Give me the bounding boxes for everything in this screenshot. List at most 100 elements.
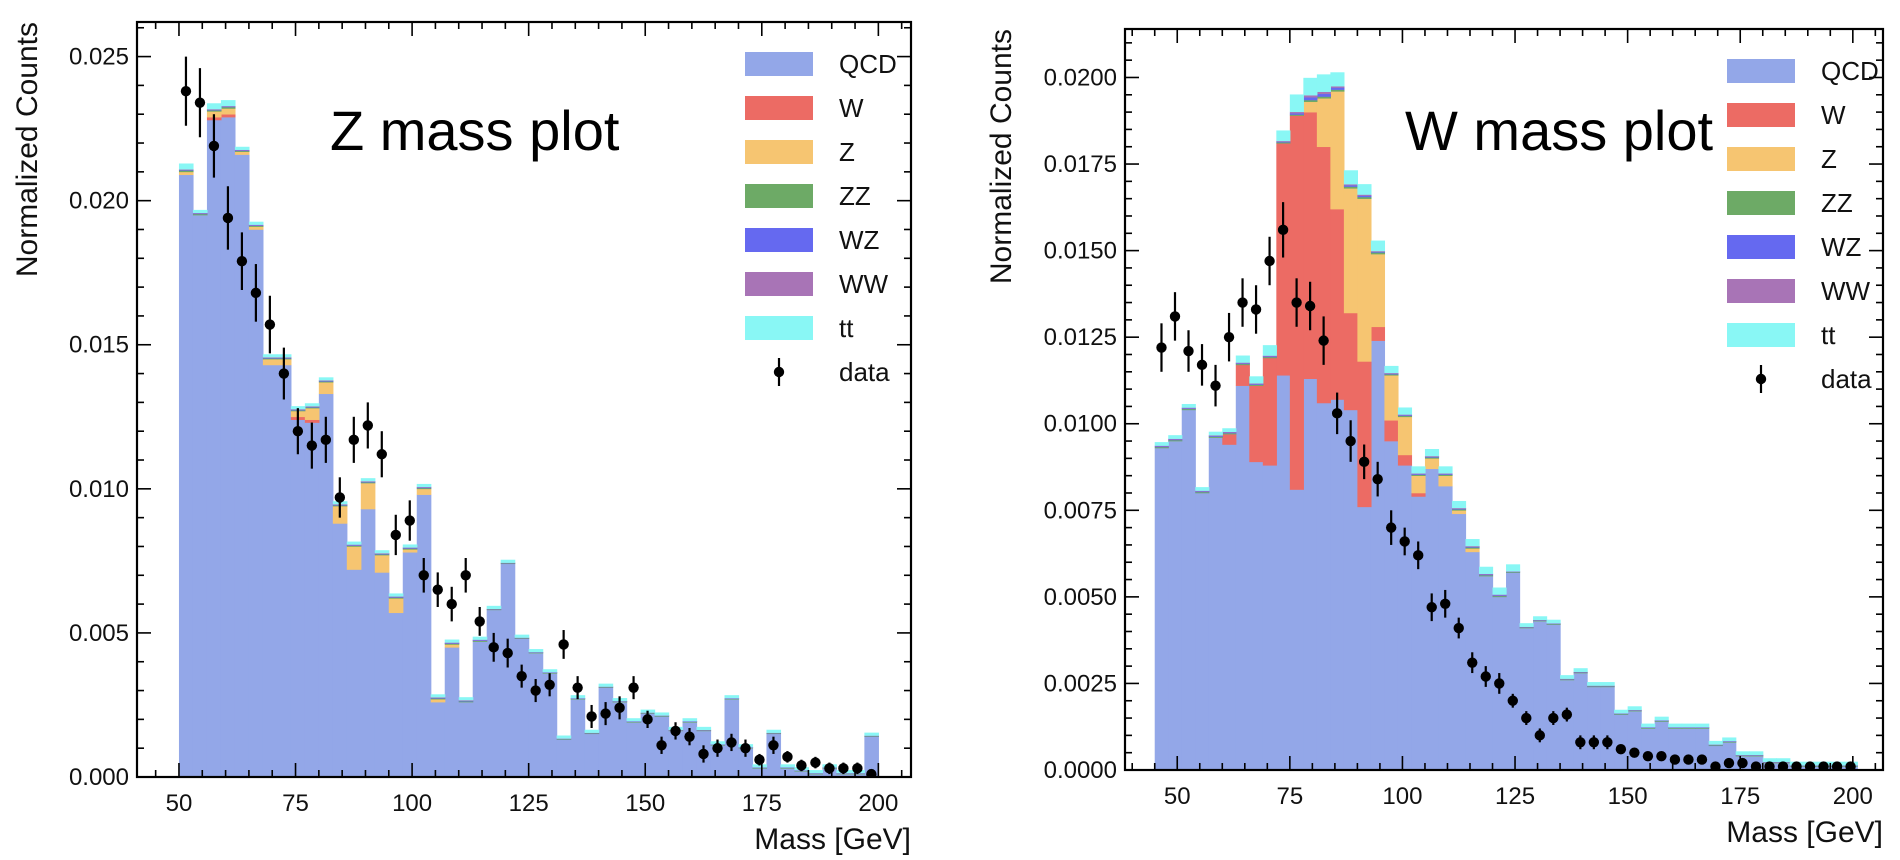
legend-swatch	[1727, 59, 1795, 83]
bar-zz	[1654, 720, 1669, 722]
bar-wz	[458, 700, 474, 702]
bar-wz	[248, 225, 264, 227]
bar-zz	[808, 773, 824, 775]
bar-qcd	[388, 612, 404, 777]
bar-tt	[416, 483, 432, 488]
bar-zz	[374, 554, 390, 556]
bar-wz	[1276, 141, 1291, 143]
x-tick-label: 175	[742, 790, 782, 817]
data-point	[194, 97, 206, 108]
legend-item-tt: tt	[1727, 320, 1836, 350]
bar-zz	[1316, 96, 1331, 99]
bar-wz	[388, 596, 404, 598]
data-point	[1156, 342, 1167, 353]
bar-ww	[458, 700, 474, 701]
bar-zz	[262, 358, 278, 360]
bar-ww	[1641, 727, 1656, 728]
bar-zz	[388, 597, 404, 599]
bar-qcd	[556, 739, 572, 777]
bar-ww	[1424, 455, 1440, 457]
bar-zz	[1560, 679, 1575, 681]
data-point	[1413, 550, 1424, 561]
data-point	[1304, 300, 1316, 312]
bar-zz	[1749, 755, 1764, 757]
y-tick-label: 0.005	[69, 620, 129, 647]
bar-tt	[1370, 240, 1386, 252]
bar-z	[1384, 375, 1399, 421]
bar-zz	[864, 736, 879, 737]
data-point	[1534, 730, 1546, 741]
bar-tt	[1303, 77, 1318, 96]
bar-tt	[682, 718, 698, 722]
data-point	[614, 702, 625, 714]
data-point	[838, 763, 849, 774]
bar-wz	[318, 380, 334, 382]
legend-swatch	[1727, 235, 1795, 259]
bar-ww	[1235, 362, 1250, 364]
data-point	[292, 425, 304, 437]
bar-qcd	[1370, 340, 1386, 770]
bar-tt	[444, 639, 460, 643]
data-point	[250, 287, 262, 299]
legend-label: QCD	[1821, 56, 1879, 86]
data-point	[1561, 709, 1573, 720]
bar-z	[402, 549, 418, 553]
bar-zz	[206, 110, 222, 112]
bar-ww	[1343, 184, 1358, 186]
bar-wz	[1506, 571, 1521, 573]
y-tick-label: 0.015	[69, 332, 129, 359]
bar-qcd	[360, 509, 376, 777]
bar-zz	[1627, 710, 1642, 712]
bar-qcd	[570, 699, 586, 777]
bar-ww	[360, 481, 376, 482]
bar-zz	[192, 213, 208, 216]
bar-zz	[696, 730, 712, 732]
bar-z	[1343, 188, 1358, 314]
data-point	[1223, 331, 1235, 343]
bar-qcd	[1235, 385, 1250, 770]
bar-qcd	[1587, 686, 1602, 770]
bar-zz	[1451, 509, 1467, 511]
bar-w	[1262, 357, 1277, 466]
data-point	[1818, 761, 1829, 770]
data-point	[1372, 473, 1383, 485]
bar-z	[1438, 475, 1453, 487]
x-tick-label: 125	[509, 790, 549, 817]
y-tick-label: 0.025	[69, 44, 129, 71]
bar-wz	[220, 106, 236, 108]
y-tick-label: 0.0025	[1044, 670, 1117, 697]
bar-tt	[1735, 751, 1750, 756]
bar-ww	[1370, 250, 1386, 252]
bar-ww	[1168, 438, 1183, 440]
bar-tt	[780, 764, 796, 768]
bar-ww	[430, 697, 446, 699]
bar-z	[1330, 91, 1345, 210]
bar-tt	[192, 209, 208, 214]
bar-tt	[1749, 751, 1764, 756]
bar-ww	[1357, 194, 1372, 196]
bar-zz	[1276, 142, 1291, 144]
bar-ww	[1492, 594, 1507, 596]
bar-qcd	[290, 419, 306, 777]
bar-w	[1330, 209, 1345, 400]
x-axis-title: Mass [GeV]	[1726, 816, 1883, 849]
bar-qcd	[836, 774, 851, 777]
bar-ww	[1330, 86, 1345, 88]
bar-wz	[1438, 473, 1453, 475]
bar-qcd	[1506, 572, 1521, 770]
bar-tt	[556, 735, 572, 739]
bar-wz	[1722, 741, 1737, 742]
bar-tt	[304, 403, 320, 407]
x-tick-label: 200	[858, 790, 898, 817]
data-point	[1669, 754, 1681, 765]
data-point	[1588, 737, 1600, 748]
data-point	[642, 714, 653, 725]
bar-wz	[1195, 491, 1210, 493]
data-point	[600, 708, 611, 719]
bar-z	[1357, 198, 1372, 362]
bar-w	[1357, 361, 1372, 508]
bar-ww	[416, 486, 432, 488]
data-point	[1764, 761, 1775, 770]
legend-swatch	[1727, 147, 1795, 171]
bar-qcd	[304, 422, 320, 777]
